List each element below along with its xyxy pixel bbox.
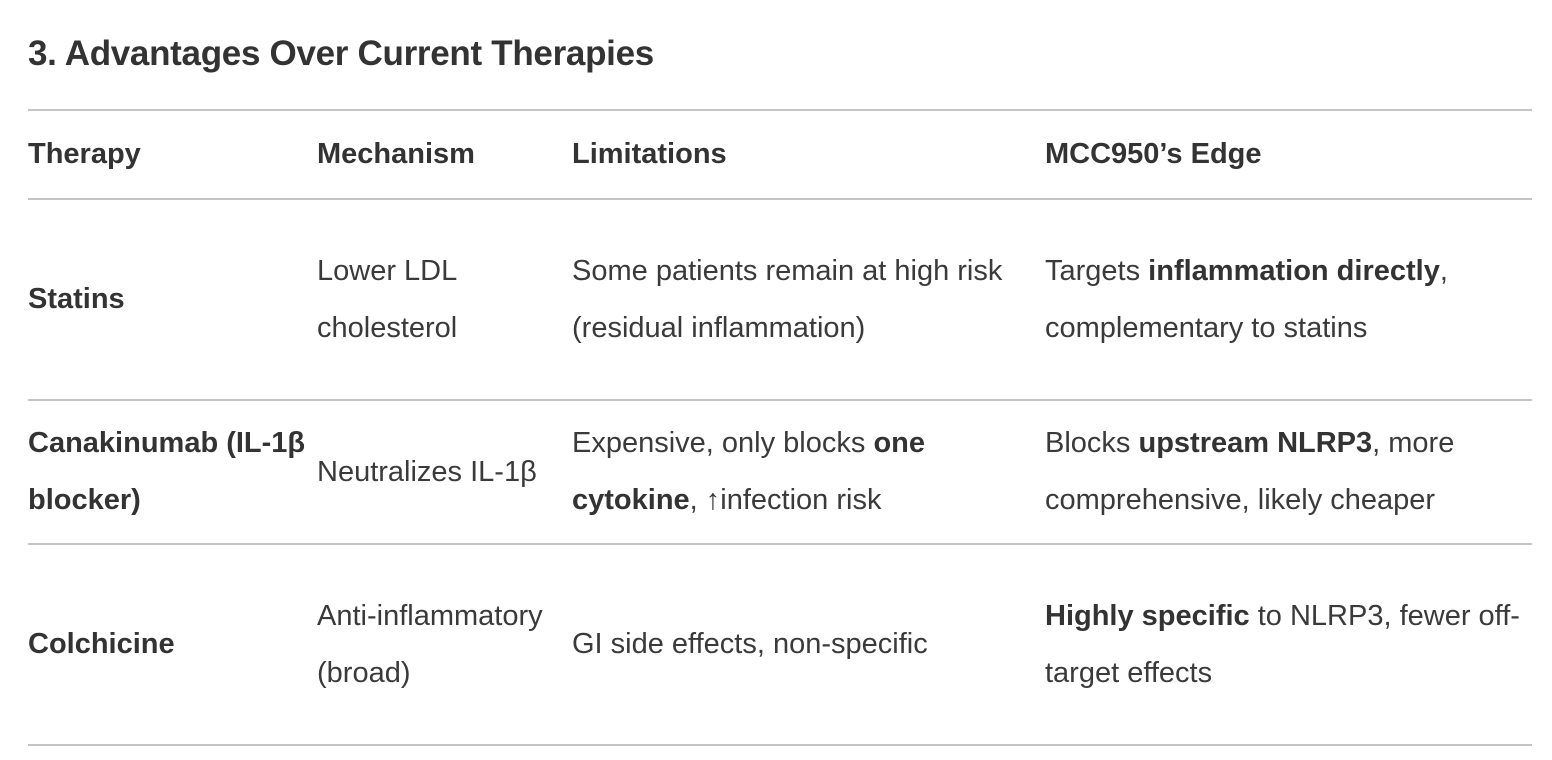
mechanism-cell: Anti-inflammatory (broad) [317,544,572,746]
therapy-cell: Statins [28,199,317,401]
mechanism-cell: Lower LDL cholesterol [317,199,572,401]
edge-emphasis: upstream NLRP3 [1138,427,1373,459]
section-title: 3. Advantages Over Current Therapies [28,34,654,73]
therapy-cell: Canakinumab (IL-1β blocker) [28,400,317,545]
edge-cell: Highly specific to NLRP3, fewer off-targ… [1045,544,1532,746]
edge-cell: Targets inflammation directly, complemen… [1045,199,1532,401]
limitations-text: Expensive, only blocks [572,427,874,459]
header-edge: MCC950’s Edge [1045,109,1532,200]
limitations-cell: GI side effects, non-specific [572,544,1045,746]
table-row: Colchicine Anti-inflammatory (broad) GI … [28,544,1532,746]
therapy-cell: Colchicine [28,544,317,746]
limitations-emphasis: one cytokine [572,427,925,516]
edge-text: , more comprehensive, likely cheaper [1045,427,1455,516]
header-limitations: Limitations [572,109,1045,200]
mechanism-cell: Neutralizes IL-1β [317,400,572,545]
limitations-text: , ↑infection risk [689,484,882,516]
limitations-cell: Expensive, only blocks one cytokine, ↑in… [572,400,1045,545]
table-row: Canakinumab (IL-1β blocker) Neutralizes … [28,400,1532,545]
table-header-row: Therapy Mechanism Limitations MCC950’s E… [28,109,1532,200]
therapy-comparison-table: Therapy Mechanism Limitations MCC950’s E… [28,109,1532,746]
edge-emphasis: inflammation directly [1148,254,1440,287]
edge-text: Blocks [1045,427,1139,459]
edge-text: , complementary to statins [1045,254,1448,344]
table-row: Statins Lower LDL cholesterol Some patie… [28,199,1532,401]
edge-emphasis: Highly specific [1045,599,1250,632]
edge-text: to NLRP3, fewer off-target effects [1045,599,1520,689]
header-therapy: Therapy [28,109,317,200]
edge-text: Targets [1045,254,1149,287]
header-mechanism: Mechanism [317,109,572,200]
limitations-cell: Some patients remain at high risk (resid… [572,199,1045,401]
edge-cell: Blocks upstream NLRP3, more comprehensiv… [1045,400,1532,545]
